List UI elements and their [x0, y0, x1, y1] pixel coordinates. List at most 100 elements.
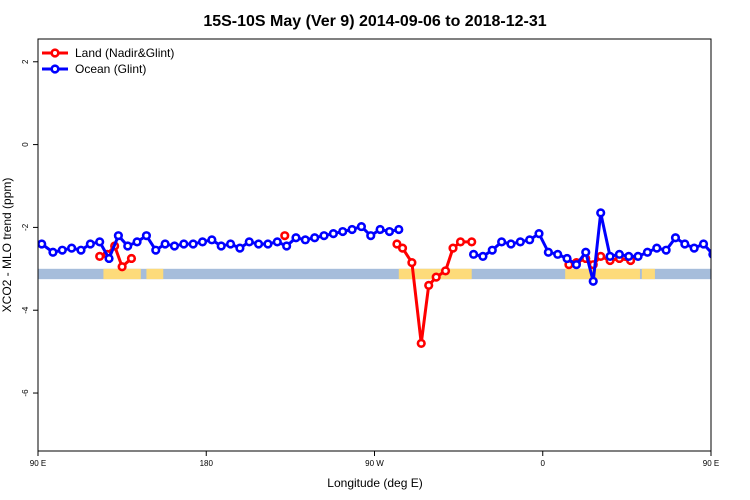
y-tick-label: 2: [21, 59, 30, 64]
land-point: [596, 251, 606, 261]
y-axis-label: XCO2 - MLO trend (ppm): [0, 178, 14, 313]
ocean-point: [197, 237, 208, 247]
land-point: [397, 243, 408, 253]
series-land: [95, 231, 636, 348]
ocean-point: [235, 243, 245, 253]
land-point: [431, 272, 441, 282]
ocean-point: [661, 245, 671, 255]
land-point: [95, 251, 105, 261]
ocean-point: [300, 235, 310, 245]
land-band-region: [103, 268, 141, 280]
x-axis: 90 E 180 90 W 0 90 E: [30, 451, 719, 468]
ocean-point: [719, 247, 726, 254]
ocean-point: [543, 247, 553, 257]
y-tick-label: 0: [21, 142, 30, 147]
ocean-point: [282, 241, 292, 251]
land-point: [448, 243, 458, 253]
ocean-point: [169, 241, 180, 251]
ocean-point: [670, 233, 681, 243]
legend: Land (Nadir&Glint) Ocean (Glint): [42, 46, 174, 76]
ocean-point: [394, 224, 404, 235]
y-tick-label: -2: [21, 223, 30, 231]
ocean-band: [38, 268, 711, 280]
ocean-point: [728, 245, 735, 252]
ocean-point: [689, 243, 699, 253]
ocean-point: [207, 235, 217, 245]
land-point: [280, 231, 290, 241]
ocean-point: [151, 245, 161, 255]
ocean-point: [478, 251, 488, 261]
ocean-point: [642, 247, 653, 257]
land-point: [117, 262, 127, 272]
ocean-point: [263, 239, 273, 249]
ocean-point: [253, 239, 264, 249]
ocean-point: [525, 235, 535, 245]
land-band-region: [641, 268, 655, 280]
ocean-point: [48, 247, 58, 257]
y-tick-label: -6: [21, 389, 30, 397]
land-point: [440, 266, 451, 276]
ocean-point: [633, 251, 643, 261]
land-ocean-band: [38, 268, 711, 280]
ocean-point: [188, 239, 198, 249]
ocean-point: [366, 231, 376, 241]
ocean-point: [76, 245, 86, 255]
ocean-point: [57, 245, 67, 255]
ocean-point: [515, 237, 525, 247]
ocean-point: [244, 237, 254, 247]
land-band-region: [146, 268, 164, 280]
ocean-point: [596, 208, 606, 218]
series-layer: [38, 208, 735, 348]
ocean-point: [581, 247, 591, 257]
ocean-point: [614, 249, 624, 259]
ocean-point: [571, 260, 582, 270]
legend-label-ocean: Ocean (Glint): [75, 62, 146, 76]
ocean-point: [605, 251, 615, 261]
y-tick-label: -4: [21, 306, 30, 314]
land-point: [416, 338, 426, 348]
ocean-point: [328, 229, 338, 239]
ocean-point: [85, 239, 95, 249]
land-band-region: [565, 268, 640, 280]
ocean-point: [160, 239, 170, 249]
ocean-point: [624, 251, 634, 261]
ocean-point: [497, 237, 507, 247]
land-point: [424, 280, 434, 290]
ocean-point: [680, 239, 690, 249]
ocean-point: [384, 226, 395, 237]
x-axis-label: Longitude (deg E): [327, 476, 422, 490]
ocean-point: [141, 231, 152, 241]
legend-marker-land: [50, 48, 60, 58]
series-ocean: [38, 208, 735, 286]
land-point: [126, 253, 137, 264]
x-tick-label: 180: [200, 459, 214, 468]
ocean-point: [468, 249, 479, 259]
ocean-point: [375, 224, 385, 235]
ocean-point: [216, 241, 226, 251]
ocean-point: [319, 231, 329, 241]
ocean-point: [652, 243, 662, 253]
land-line: [396, 240, 472, 345]
x-tick-label: 0: [541, 459, 546, 468]
land-point: [455, 237, 466, 247]
chart-title: 15S-10S May (Ver 9) 2014-09-06 to 2018-1…: [203, 13, 546, 30]
ocean-point: [113, 231, 123, 241]
land-point: [467, 237, 477, 247]
ocean-point: [67, 243, 77, 253]
legend-marker-ocean: [50, 64, 60, 74]
ocean-point: [104, 253, 114, 264]
y-axis: 2 0 -2 -4 -6: [21, 59, 38, 397]
ocean-point: [272, 237, 282, 247]
ocean-point: [553, 249, 563, 259]
ocean-point: [506, 239, 516, 249]
legend-label-land: Land (Nadir&Glint): [75, 46, 174, 60]
land-point: [407, 257, 417, 268]
ocean-point: [310, 233, 320, 243]
ocean-point: [487, 245, 497, 255]
ocean-point: [562, 253, 572, 264]
ocean-point: [225, 239, 236, 249]
ocean-point: [95, 237, 105, 247]
ocean-point: [698, 239, 709, 249]
ocean-point: [347, 224, 357, 235]
